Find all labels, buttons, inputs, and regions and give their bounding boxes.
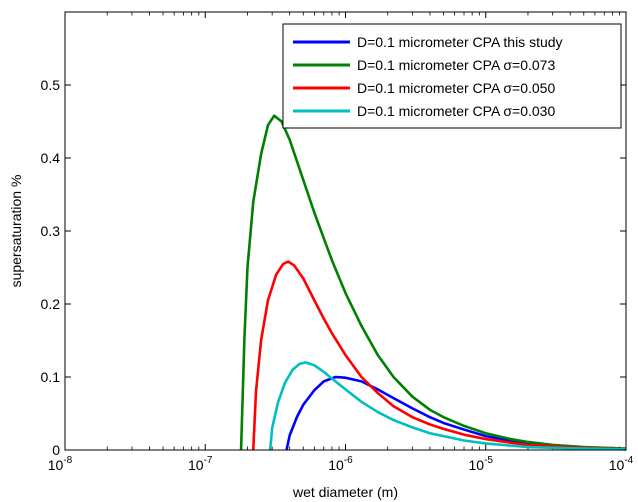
- x-tick-exponent: -7: [204, 455, 213, 466]
- x-axis-label: wet diameter (m): [292, 484, 398, 500]
- x-tick-exponent: -8: [63, 455, 72, 466]
- series-lines: [239, 114, 627, 451]
- plot-frame: [64, 11, 627, 451]
- series-line-2: [239, 114, 627, 451]
- y-tick-label: 0.2: [41, 296, 61, 312]
- legend-label-3: D=0.1 micrometer CPA σ=0.050: [357, 80, 555, 96]
- y-tick-label: 0.1: [41, 369, 61, 385]
- legend-label-4: D=0.1 micrometer CPA σ=0.030: [357, 103, 555, 119]
- legend-label-1: D=0.1 micrometer CPA this study: [357, 34, 563, 50]
- x-tick-exponent: -4: [624, 455, 633, 466]
- series-line-1: [285, 375, 627, 451]
- legend: D=0.1 micrometer CPA this study D=0.1 mic…: [282, 23, 622, 129]
- minor-ticks: [106, 12, 620, 450]
- y-tick-label: 0.4: [41, 150, 61, 166]
- x-tick-exponent: -6: [344, 455, 353, 466]
- y-axis-label: supersaturation %: [8, 175, 24, 288]
- legend-label-2: D=0.1 micrometer CPA σ=0.073: [357, 57, 555, 73]
- y-tick-label: 0.3: [41, 223, 61, 239]
- series-line-4: [268, 361, 627, 451]
- y-tick-labels: 0 0.1 0.2 0.3 0.4 0.5: [41, 77, 61, 458]
- y-tick-label: 0.5: [41, 77, 61, 93]
- series-line-3: [251, 260, 627, 451]
- x-tick-exponent: -5: [484, 455, 493, 466]
- y-tick-label: 0: [52, 442, 60, 458]
